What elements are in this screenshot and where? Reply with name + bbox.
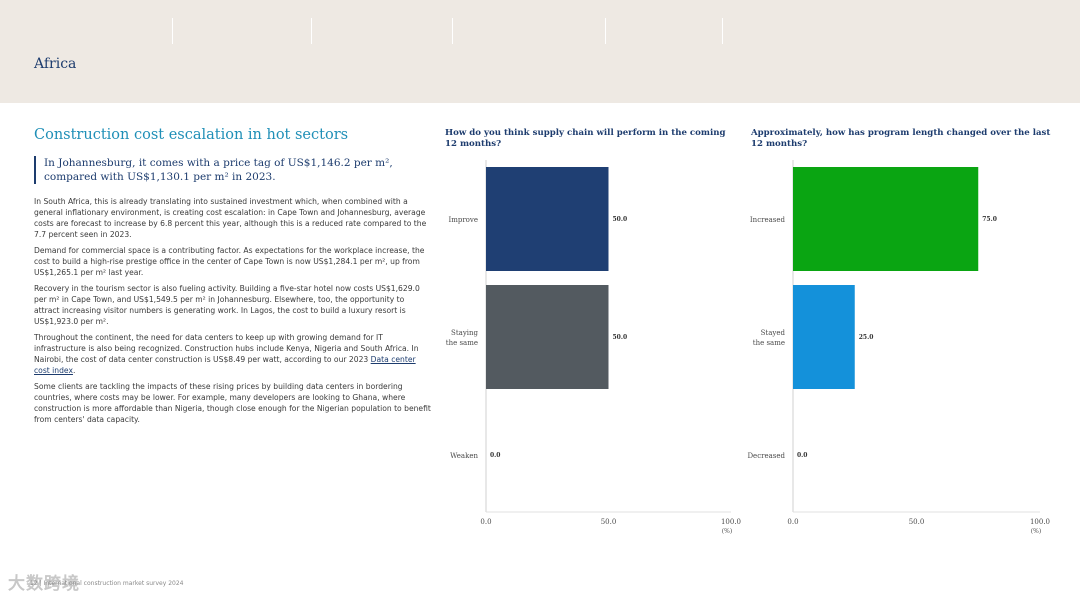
chart-1-title: How do you think supply chain will perfo…: [445, 128, 726, 149]
category-label: Stayed the same: [753, 329, 786, 347]
tick-label: 100.0: [721, 518, 741, 526]
article-body: In South Africa, this is already transla…: [34, 196, 432, 430]
tab-separator: [452, 18, 453, 44]
bar-increased: [793, 167, 979, 271]
header-band: Africa: [0, 0, 1080, 103]
program-length-bar-chart: 75.0 Increased 25.0 Stayed the same 0.0 Decrea…: [747, 160, 1050, 535]
pull-quote: In Johannesburg, it comes with a price t…: [34, 156, 414, 184]
unit-label: (%): [1031, 528, 1041, 535]
bar-improve: [486, 167, 609, 271]
data-label: 0.0: [490, 452, 500, 459]
category-label: Increased: [750, 216, 786, 224]
bar-staying-the-same: [486, 285, 609, 389]
chart-2-title: Approximately, how has program length ch…: [751, 128, 1051, 149]
tick-label: 100.0: [1030, 518, 1050, 526]
tab-separator: [605, 18, 606, 44]
category-label: Decreased: [747, 452, 785, 460]
data-label: 50.0: [613, 334, 628, 341]
paragraph: Recovery in the tourism sector is also f…: [34, 284, 420, 326]
data-label: 50.0: [613, 216, 628, 223]
tab-separator: [172, 18, 173, 44]
watermark-logo: 大数跨境: [8, 574, 80, 594]
data-label: 0.0: [797, 452, 807, 459]
data-label: 25.0: [859, 334, 874, 341]
paragraph-text-end: .: [72, 366, 76, 375]
unit-label: (%): [722, 528, 732, 535]
paragraph: Demand for commercial space is a contrib…: [34, 246, 425, 277]
bar-stayed-the-same: [793, 285, 855, 389]
paragraph: Some clients are tackling the impacts of…: [34, 382, 431, 424]
supply-chain-bar-chart: 50.0 Improve 50.0 Staying the same 0.0 Weaken 0…: [446, 160, 741, 535]
tab-separator: [722, 18, 723, 44]
section-title: Construction cost escalation in hot sect…: [34, 127, 349, 143]
data-label: 75.0: [982, 216, 997, 223]
paragraph: In South Africa, this is already transla…: [34, 197, 427, 239]
category-label: Staying the same: [446, 329, 479, 347]
data-center-cost-index-link[interactable]: Data center cost index: [34, 355, 416, 375]
paragraph-with-link: Throughout the continent, the need for d…: [34, 332, 432, 376]
category-label: Weaken: [450, 452, 478, 460]
tick-label: 50.0: [601, 518, 617, 526]
paragraph-text: Throughout the continent, the need for d…: [34, 333, 419, 364]
tick-label: 50.0: [909, 518, 925, 526]
tab-separator: [311, 18, 312, 44]
region-title: Africa: [34, 56, 77, 72]
tick-label: 0.0: [480, 518, 491, 526]
category-label: Improve: [448, 216, 478, 224]
page-footer: 12 | International construction market s…: [30, 580, 184, 587]
tick-label: 0.0: [787, 518, 798, 526]
